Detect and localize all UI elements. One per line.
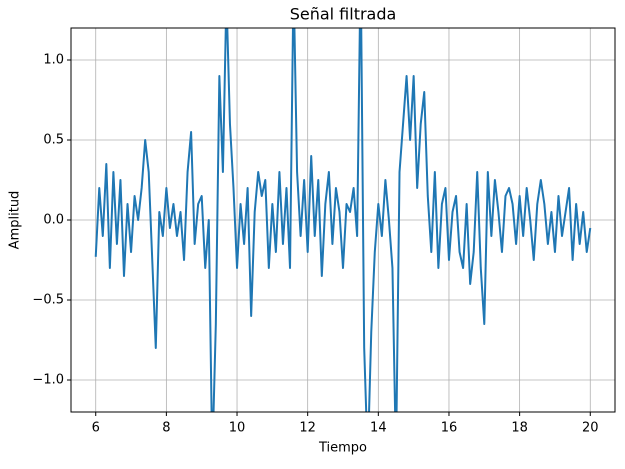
y-tick-label: 0.5 [43, 133, 64, 148]
y-tick-label: −0.5 [32, 293, 64, 308]
signal-line [94, 28, 592, 412]
x-tick-label: 10 [229, 421, 246, 436]
x-tick-label: 12 [299, 421, 316, 436]
x-tick-label: 16 [441, 421, 458, 436]
y-tick-label: 1.0 [43, 53, 64, 68]
y-axis-label: Amplitud [8, 191, 23, 250]
plot-frame [70, 27, 616, 413]
x-tick-label: 6 [92, 421, 100, 436]
y-tick-label: −1.0 [32, 373, 64, 388]
x-axis-label: Tiempo [318, 441, 367, 456]
x-tick-label: 18 [511, 421, 528, 436]
x-tick-label: 14 [370, 421, 387, 436]
chart-title: Señal filtrada [290, 5, 397, 24]
y-tick-label: 0.0 [43, 213, 64, 228]
x-tick-label: 8 [162, 421, 170, 436]
x-tick-label: 20 [582, 421, 599, 436]
